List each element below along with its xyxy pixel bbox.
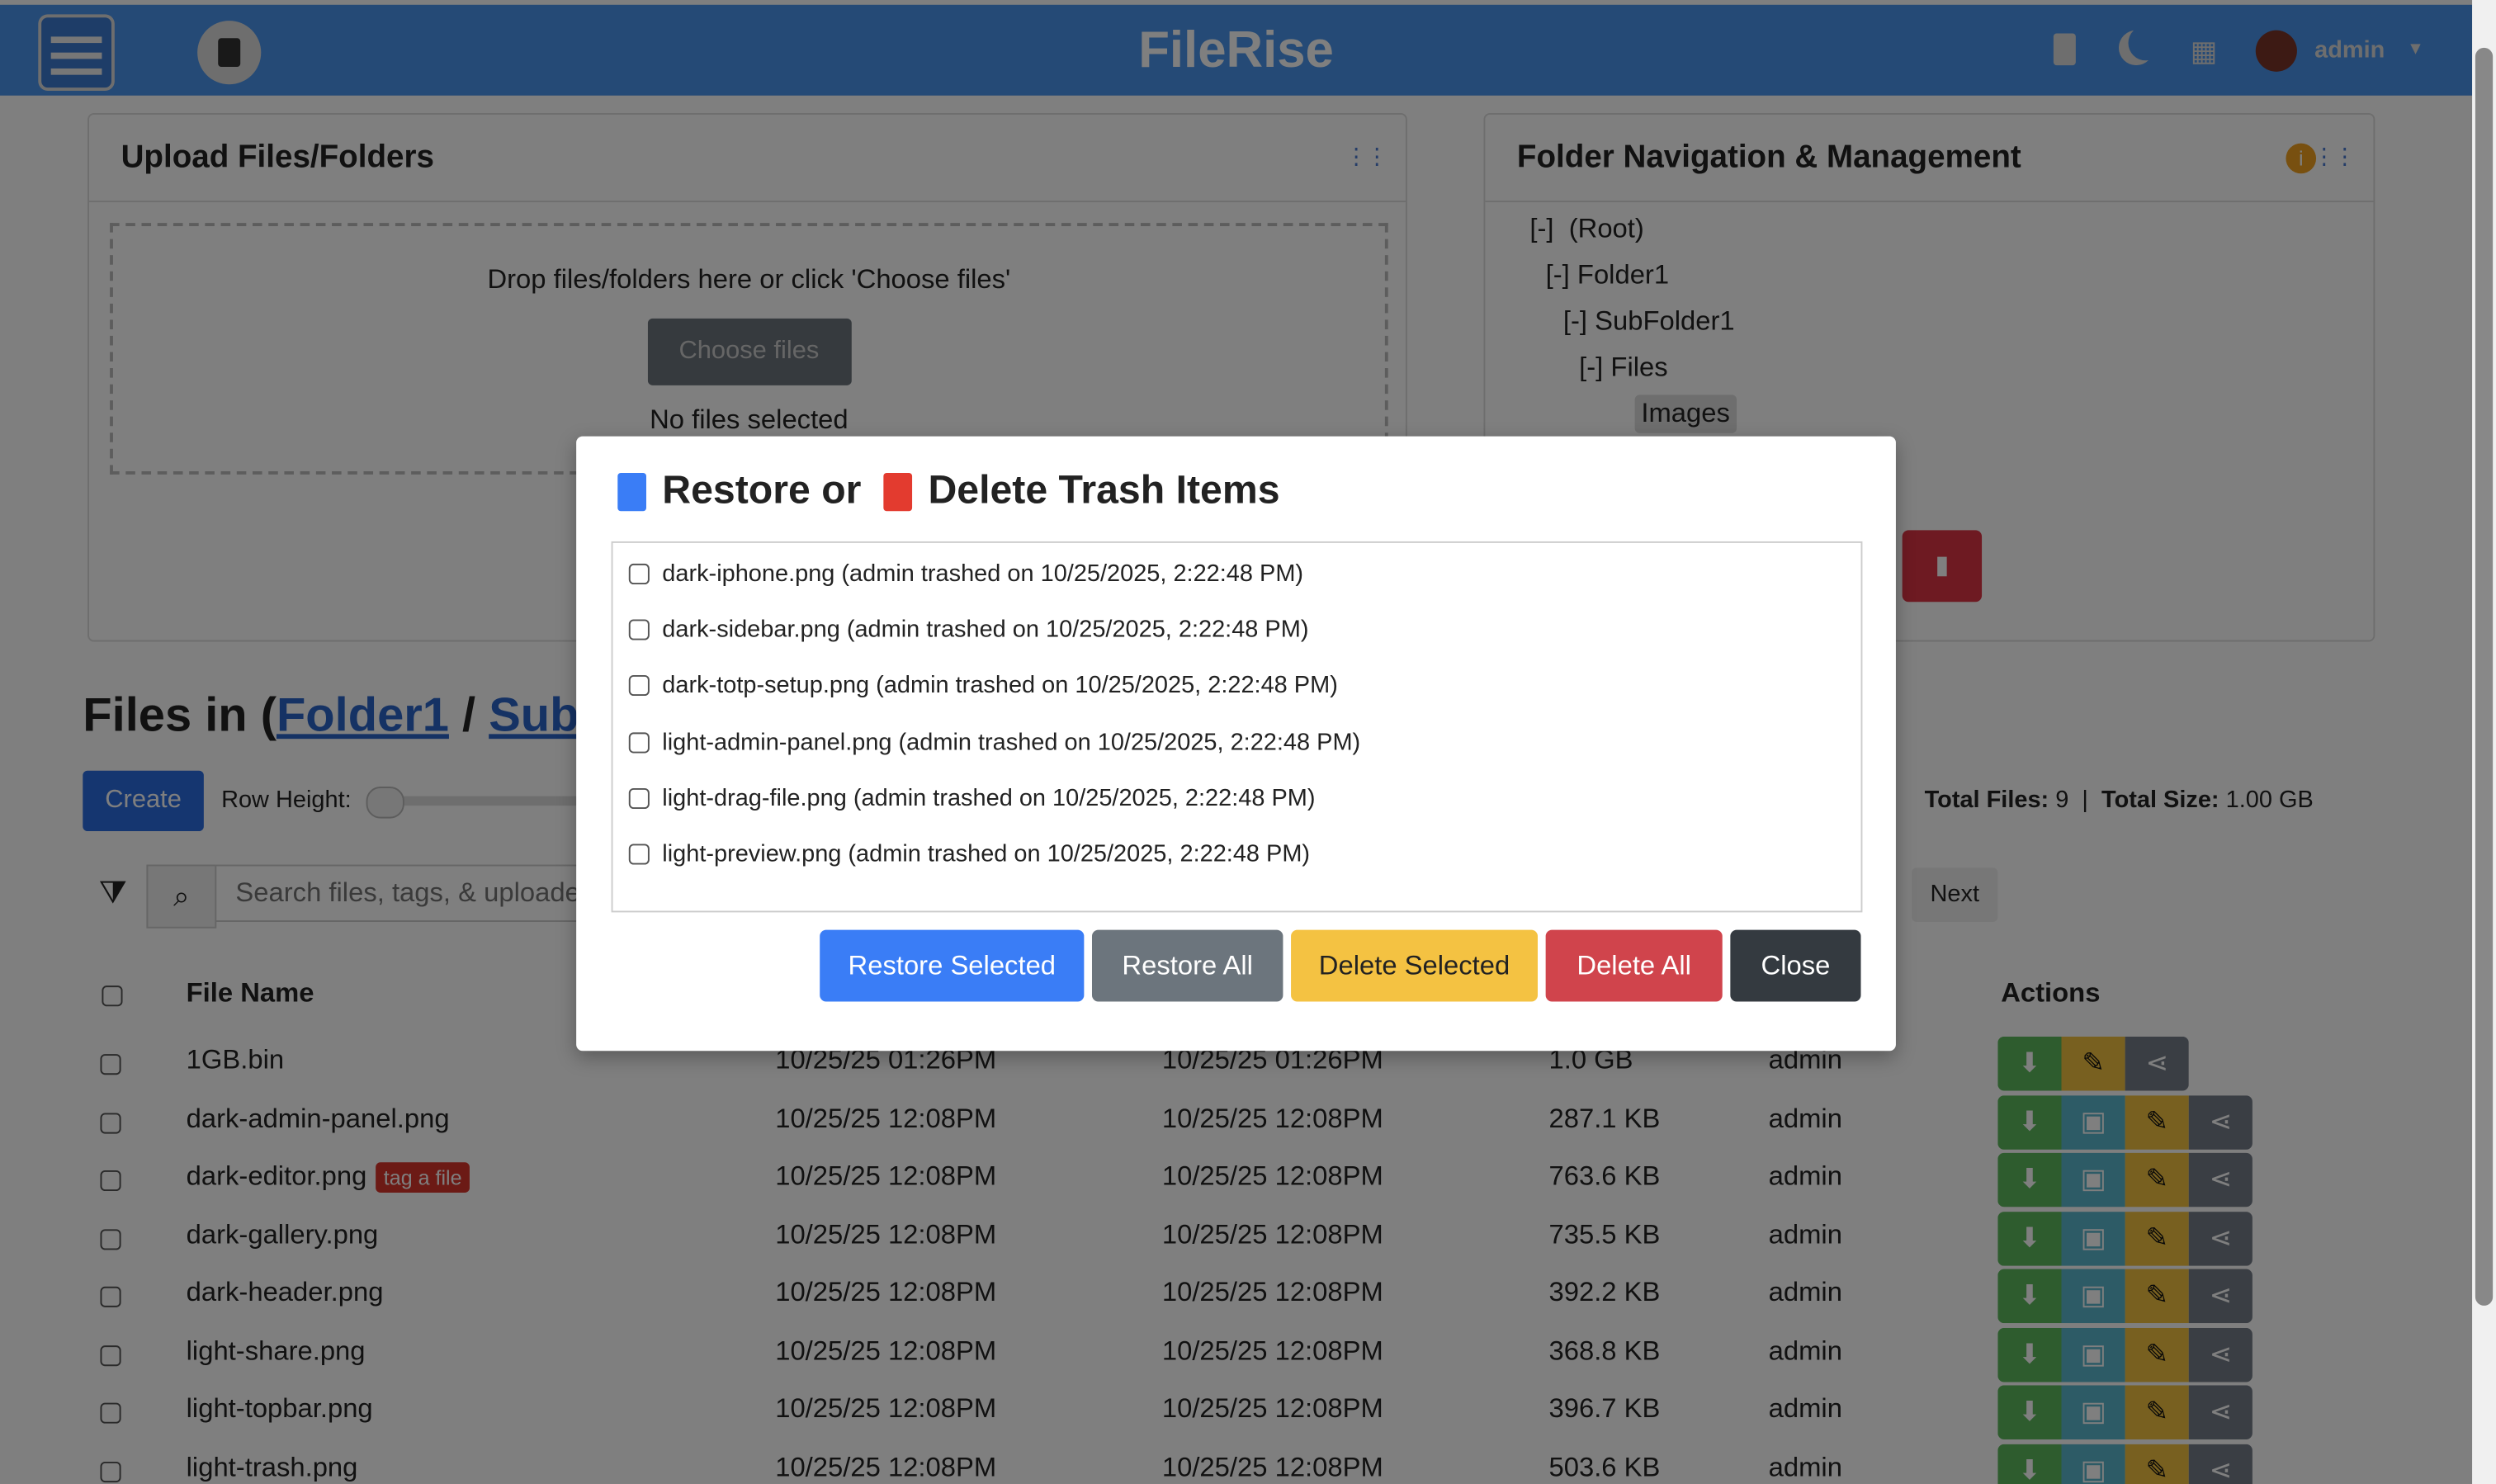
- trash-item-label: light-preview.png (admin trashed on 10/2…: [662, 840, 1311, 868]
- trash-item-checkbox[interactable]: [628, 731, 650, 753]
- trash-item-checkbox[interactable]: [628, 619, 650, 640]
- restore-all-button[interactable]: Restore All: [1091, 929, 1283, 1002]
- trash-item[interactable]: light-admin-panel.png (admin trashed on …: [628, 728, 1361, 756]
- trash-item-label: dark-totp-setup.png (admin trashed on 10…: [662, 672, 1338, 700]
- trash-restore-icon: [617, 472, 646, 511]
- delete-selected-button[interactable]: Delete Selected: [1291, 929, 1538, 1002]
- delete-all-button[interactable]: Delete All: [1545, 929, 1723, 1002]
- trash-item-checkbox[interactable]: [628, 675, 650, 697]
- trash-item[interactable]: dark-totp-setup.png (admin trashed on 10…: [628, 672, 1338, 700]
- trash-modal: Restore or Delete Trash Items dark-iphon…: [576, 436, 1896, 1052]
- trash-item[interactable]: light-drag-file.png (admin trashed on 10…: [628, 784, 1316, 812]
- trash-list: dark-iphone.png (admin trashed on 10/25/…: [611, 541, 1863, 913]
- restore-selected-button[interactable]: Restore Selected: [820, 929, 1085, 1002]
- trash-item-checkbox[interactable]: [628, 563, 650, 585]
- trash-item-label: dark-sidebar.png (admin trashed on 10/25…: [662, 616, 1309, 644]
- scrollbar[interactable]: [2472, 0, 2496, 1484]
- trash-item[interactable]: dark-iphone.png (admin trashed on 10/25/…: [628, 560, 1304, 588]
- close-button[interactable]: Close: [1730, 929, 1861, 1002]
- modal-title: Restore or Delete Trash Items: [617, 468, 1280, 514]
- trash-item-checkbox[interactable]: [628, 787, 650, 809]
- trash-item-label: light-drag-file.png (admin trashed on 10…: [662, 784, 1316, 812]
- trash-item[interactable]: dark-sidebar.png (admin trashed on 10/25…: [628, 616, 1309, 644]
- trash-icon: [883, 472, 913, 511]
- trash-item[interactable]: light-preview.png (admin trashed on 10/2…: [628, 840, 1311, 868]
- trash-item-checkbox[interactable]: [628, 844, 650, 865]
- trash-item-label: light-admin-panel.png (admin trashed on …: [662, 728, 1361, 756]
- trash-item-label: dark-iphone.png (admin trashed on 10/25/…: [662, 560, 1304, 588]
